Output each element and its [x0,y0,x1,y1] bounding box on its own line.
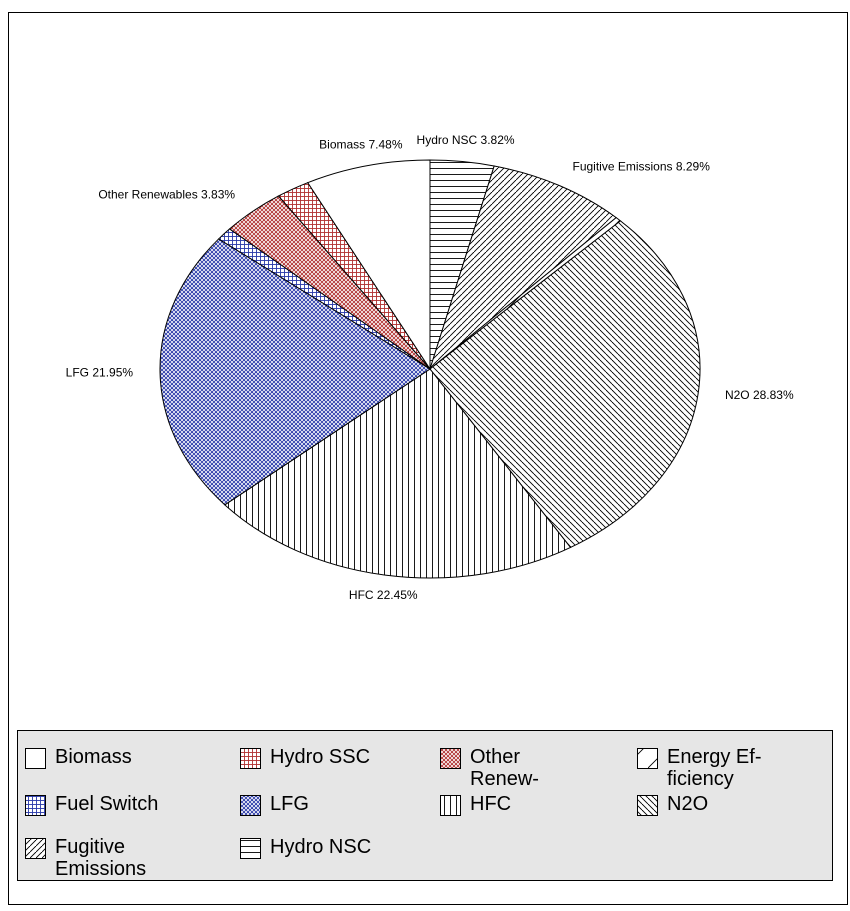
data-label: Fugitive Emissions 8.29% [573,159,711,173]
data-label: HFC 22.45% [349,588,418,602]
legend-label: Hydro NSC [270,836,371,858]
pie-slice [429,220,701,549]
data-label: Other Renewables 3.83% [98,188,235,202]
legend-label: N2O [667,793,708,815]
pie-slice [223,368,572,579]
legend-swatch [440,795,461,816]
legend-swatch [240,748,261,769]
legend-label: Hydro SSC [270,746,370,768]
data-label: Biomass 7.48% [319,138,403,152]
legend-swatch [240,838,261,859]
legend-label: Fuel Switch [55,793,158,815]
pie-slice [429,165,618,371]
legend-box [17,730,833,881]
legend-swatch [25,748,46,769]
legend-swatch [440,748,461,769]
legend-label: Energy Ef-ficiency [667,746,761,790]
legend-swatch [637,748,658,769]
legend-label: Biomass [55,746,132,768]
pie-slice [159,238,431,506]
legend-label: HFC [470,793,511,815]
legend-swatch [240,795,261,816]
legend-label: LFG [270,793,309,815]
data-label: LFG 21.95% [66,365,134,379]
legend-label: Other Renew- [470,746,539,790]
legend-swatch [25,795,46,816]
legend-swatch [637,795,658,816]
pie-slice [306,159,431,371]
legend-label: Fugitive Emissions [55,836,146,880]
legend-swatch [25,838,46,859]
data-label: Hydro NSC 3.82% [417,133,515,147]
data-label: N2O 28.83% [725,388,794,402]
